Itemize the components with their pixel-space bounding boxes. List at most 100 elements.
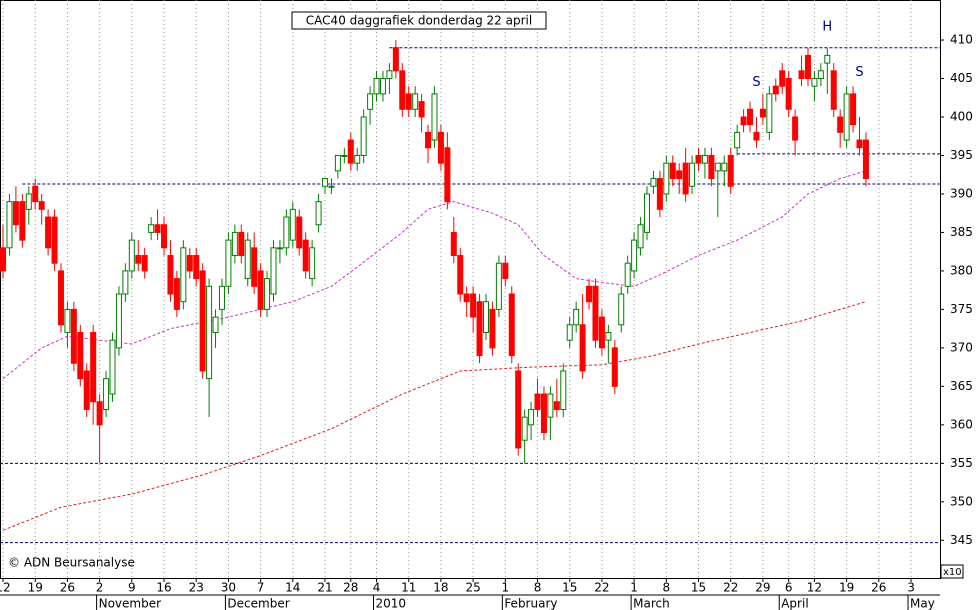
candle-body — [392, 47, 399, 72]
candle-body — [115, 293, 122, 349]
candle-body — [276, 247, 283, 250]
x-tick-label: 8 — [534, 581, 542, 595]
annotation: S — [855, 65, 863, 80]
candle-body — [70, 308, 77, 364]
candle-body — [199, 270, 206, 372]
candle-body — [624, 262, 631, 287]
candle-body — [753, 131, 760, 141]
candle-body — [57, 270, 64, 326]
plot-layer: S H S — [0, 0, 940, 578]
candle-body — [495, 262, 502, 310]
annotation: H — [822, 19, 832, 34]
candle-body — [148, 224, 155, 233]
candle-body — [747, 108, 754, 126]
candle-body — [785, 78, 792, 110]
candle-body — [238, 231, 245, 257]
candle-body — [6, 201, 13, 249]
candle-body — [373, 78, 380, 95]
candle-body — [515, 370, 522, 449]
chart-title: CAC40 daggrafiek donderdag 22 april — [306, 14, 532, 28]
candle-body — [682, 162, 689, 195]
x-tick-label: 19 — [839, 581, 854, 595]
candle-body — [483, 301, 490, 333]
candle-body — [605, 331, 612, 341]
month-label: May — [910, 597, 935, 610]
candle-body — [360, 116, 367, 156]
candle-body — [251, 247, 258, 287]
candle-body — [547, 393, 554, 418]
candle-body — [850, 93, 857, 126]
x-tick-label: 30 — [221, 581, 236, 595]
y-tick-label: 405 — [950, 71, 973, 85]
y-tick-label: 365 — [950, 379, 973, 393]
candle-body — [12, 201, 19, 226]
candle-body — [399, 70, 406, 110]
candle-body — [643, 193, 650, 233]
candle-body — [450, 231, 457, 257]
x-tick-label: 4 — [373, 581, 381, 595]
x-tick-label: 7 — [257, 581, 265, 595]
candle-body — [843, 93, 850, 141]
y-tick-label: 400 — [950, 109, 973, 123]
candle-body — [212, 316, 219, 333]
y-tick-label: 390 — [950, 186, 973, 200]
candle-body — [341, 154, 348, 157]
x-tick-label: 1 — [630, 581, 638, 595]
x-tick-label: 25 — [465, 581, 480, 595]
candle-body — [824, 54, 831, 64]
candle-body — [103, 378, 110, 410]
candle-body — [405, 93, 412, 110]
month-label: February — [504, 597, 557, 610]
x-tick-label: 6 — [785, 581, 793, 595]
moving-average — [2, 170, 867, 380]
candle-body — [669, 162, 676, 180]
candle-body — [328, 185, 335, 188]
candle-body — [45, 216, 52, 249]
y-tick-label: 380 — [950, 263, 973, 277]
corner-label: x10 — [943, 567, 962, 578]
x-tick-label: 2 — [96, 581, 104, 595]
y-tick-label: 375 — [950, 302, 973, 316]
candle-body — [180, 247, 187, 303]
candle-body — [676, 170, 683, 180]
candle-body — [90, 331, 97, 403]
candle-body — [528, 408, 535, 426]
x-tick-label: 9 — [128, 581, 136, 595]
x-tick-label: 12 — [0, 581, 11, 595]
month-label: December — [227, 597, 289, 610]
candle-body — [51, 216, 58, 264]
x-tick-label: 18 — [433, 581, 448, 595]
candle-body — [173, 278, 180, 310]
y-tick-label: 355 — [950, 456, 973, 470]
y-tick-label: 350 — [950, 494, 973, 508]
candle-body — [25, 193, 32, 210]
x-tick-label: 8 — [662, 581, 670, 595]
candle-body — [77, 331, 84, 380]
candle-body — [837, 116, 844, 133]
candle-body — [257, 270, 264, 310]
candle-body — [534, 393, 541, 410]
candle-body — [296, 216, 303, 249]
x-tick-label: 12 — [807, 581, 822, 595]
candle-body — [289, 208, 296, 241]
candle-body — [231, 231, 238, 257]
candle-body — [322, 178, 329, 187]
candle-body — [270, 247, 277, 295]
month-label: November — [99, 597, 161, 610]
candle-body — [817, 70, 824, 80]
candle-body — [347, 139, 354, 164]
candle-body — [521, 416, 528, 441]
candle-body — [354, 154, 361, 164]
candle-body — [64, 308, 71, 333]
candle-body — [695, 154, 702, 164]
candle-body — [315, 201, 322, 226]
candle-body — [701, 154, 708, 164]
corner-box — [940, 564, 964, 579]
candle-body — [141, 255, 148, 272]
candle-body — [618, 293, 625, 326]
candle-body — [779, 70, 786, 87]
candle-body — [708, 154, 715, 180]
candle-body — [727, 154, 734, 187]
candle-body — [444, 147, 451, 203]
candle-body — [379, 78, 386, 95]
